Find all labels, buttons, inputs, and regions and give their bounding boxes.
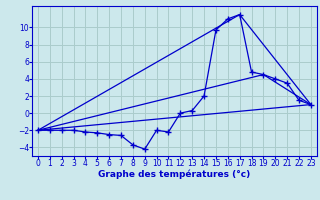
- X-axis label: Graphe des températures (°c): Graphe des températures (°c): [98, 169, 251, 179]
